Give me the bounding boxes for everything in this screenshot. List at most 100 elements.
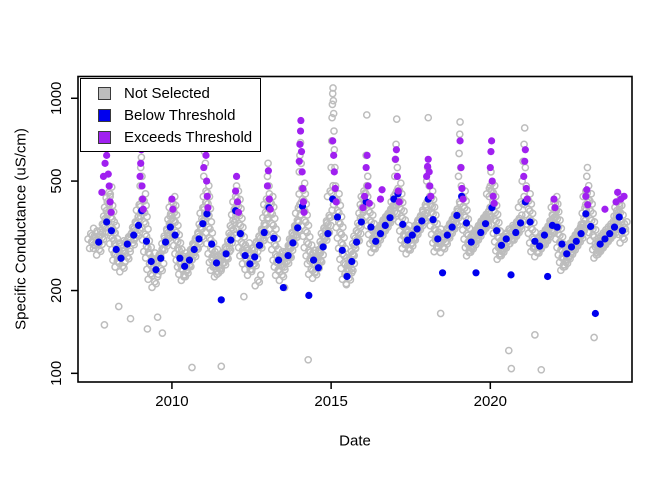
data-point [190, 245, 198, 254]
data-point [591, 309, 599, 318]
data-point [348, 257, 356, 266]
data-point [495, 218, 503, 227]
data-point [556, 216, 564, 224]
data-point [392, 115, 401, 123]
data-point [504, 346, 513, 355]
y-axis-title: Specific Conductance (uS/cm) [12, 128, 30, 330]
data-point [526, 218, 534, 226]
data-point [297, 116, 305, 125]
y-tick-label: 200 [48, 278, 65, 303]
data-point [572, 237, 580, 245]
data-point [265, 195, 273, 203]
data-point [467, 238, 475, 246]
data-point [502, 235, 510, 243]
data-point [601, 205, 609, 213]
data-point [493, 210, 502, 219]
data-point [448, 223, 456, 231]
data-point [204, 204, 212, 212]
data-point [362, 111, 371, 119]
data-point [438, 269, 447, 277]
data-point [103, 218, 111, 226]
data-point [236, 230, 244, 238]
data-point [553, 223, 561, 231]
data-point [185, 256, 194, 264]
data-point [147, 243, 156, 252]
data-point [618, 227, 627, 235]
data-point [393, 163, 402, 172]
data-point [463, 206, 471, 215]
data-point [489, 192, 497, 200]
data-point [520, 172, 528, 180]
data-point [294, 224, 302, 232]
data-point [537, 365, 546, 374]
data-point [457, 163, 465, 172]
data-point [436, 309, 445, 318]
data-point [521, 163, 530, 172]
data-point [296, 140, 304, 148]
data-point [392, 146, 400, 154]
data-point [544, 272, 552, 281]
data-point [454, 172, 463, 181]
data-point [274, 245, 283, 254]
data-point [477, 228, 485, 237]
data-point [232, 187, 240, 195]
data-point [319, 243, 327, 251]
data-point [134, 221, 143, 230]
data-point [107, 227, 116, 235]
data-point [363, 172, 372, 181]
data-point [106, 190, 115, 198]
data-point [255, 241, 264, 249]
data-point [528, 209, 537, 218]
data-point [462, 219, 471, 227]
data-point [188, 363, 196, 372]
data-point [531, 237, 539, 245]
data-point [264, 167, 272, 175]
data-point [391, 155, 400, 163]
data-point [103, 151, 111, 159]
data-point [434, 235, 442, 243]
data-point [233, 198, 242, 206]
not-selected-swatch-icon [98, 86, 111, 100]
data-point [335, 189, 343, 198]
data-point [523, 195, 531, 203]
data-point [521, 146, 529, 154]
data-point [272, 225, 280, 233]
data-point [123, 240, 131, 248]
data-point [424, 155, 432, 163]
data-point [329, 96, 338, 105]
data-point [606, 230, 614, 238]
data-point [105, 182, 113, 190]
data-point [260, 228, 268, 237]
data-point [199, 220, 207, 228]
data-point [329, 109, 338, 118]
data-point [158, 329, 167, 337]
data-point [137, 153, 146, 162]
data-point [208, 240, 216, 248]
y-tick-label: 1000 [48, 82, 65, 115]
data-point [390, 195, 398, 203]
data-point [304, 221, 313, 230]
data-point [459, 195, 467, 203]
data-point [413, 225, 421, 233]
data-point [425, 168, 433, 176]
data-point [152, 266, 160, 274]
data-point [330, 127, 338, 135]
data-point [359, 204, 367, 212]
data-point [396, 179, 405, 188]
data-point [540, 231, 549, 239]
data-point [98, 188, 106, 196]
data-point [255, 278, 264, 286]
data-point [238, 214, 246, 223]
data-point [497, 241, 506, 249]
data-point [368, 211, 377, 219]
data-point [487, 147, 495, 156]
data-point [365, 199, 373, 207]
data-point [104, 170, 112, 178]
data-point [172, 211, 181, 219]
data-point [558, 240, 566, 248]
data-point [329, 137, 337, 145]
data-point [181, 262, 189, 270]
data-point [536, 242, 544, 250]
data-point [340, 233, 349, 242]
